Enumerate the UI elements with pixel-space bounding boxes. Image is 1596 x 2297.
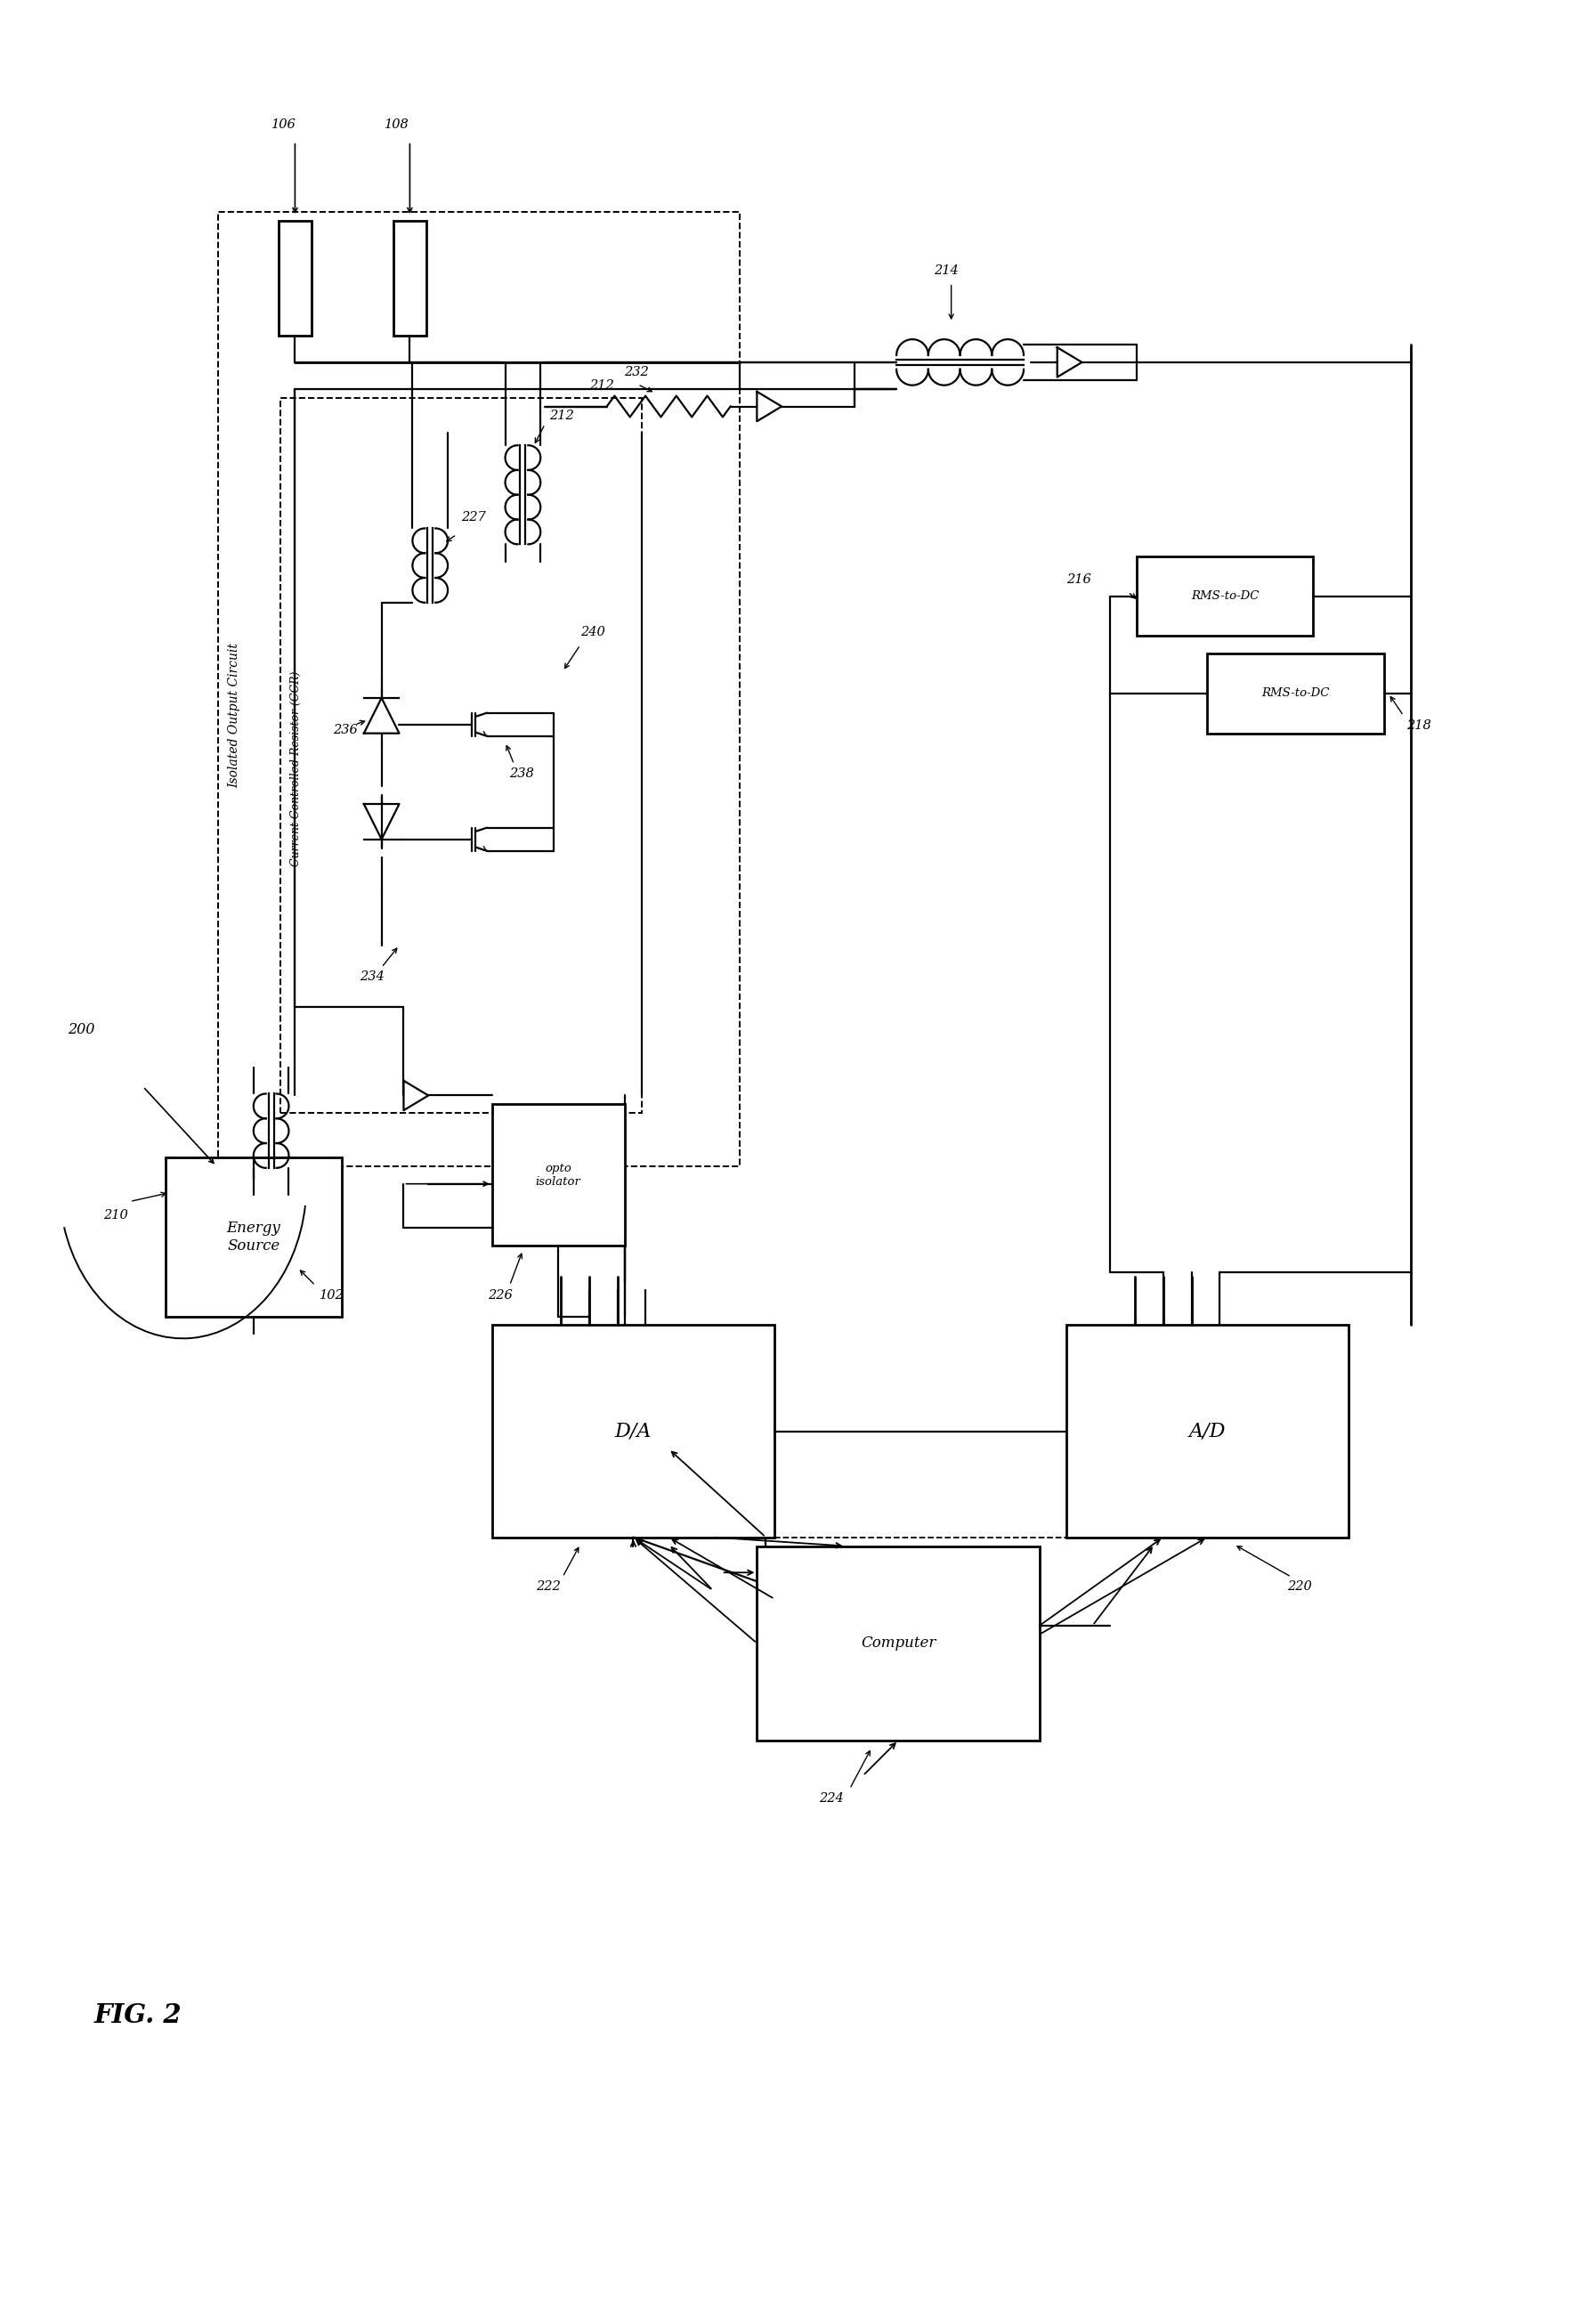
Text: 240: 240 [581,627,605,639]
Text: RMS-to-DC: RMS-to-DC [1191,590,1259,602]
Text: 108: 108 [385,119,409,131]
Text: 216: 216 [1066,574,1090,586]
Text: 222: 222 [536,1580,560,1592]
Bar [492,1325,774,1537]
Text: opto
isolator: opto isolator [536,1162,581,1188]
Bar [1136,556,1314,636]
Text: 210: 210 [104,1211,128,1222]
Text: 200: 200 [69,1022,96,1038]
Bar [757,1546,1039,1741]
Bar [1066,1325,1349,1537]
Text: RMS-to-DC: RMS-to-DC [1262,687,1329,698]
Text: 218: 218 [1406,719,1430,730]
Bar [393,221,426,335]
Text: 212: 212 [549,409,575,423]
Text: 212: 212 [589,379,614,390]
Text: 214: 214 [934,264,958,276]
Text: Isolated Output Circuit: Isolated Output Circuit [228,643,241,788]
Text: Energy
Source: Energy Source [227,1220,281,1254]
Text: 220: 220 [1286,1580,1312,1592]
Text: 234: 234 [359,972,385,983]
Text: D/A: D/A [614,1422,651,1440]
Text: FIG. 2: FIG. 2 [94,2003,182,2028]
Text: 226: 226 [487,1289,512,1302]
Text: 232: 232 [624,365,650,379]
Text: 224: 224 [819,1792,843,1805]
Bar [278,221,311,335]
Bar [279,397,642,1114]
Bar [164,1158,342,1316]
Bar [219,211,739,1167]
Text: A/D: A/D [1189,1422,1226,1440]
Text: 227: 227 [461,512,485,524]
Text: 236: 236 [334,724,358,735]
Bar [492,1105,624,1245]
Text: 106: 106 [271,119,295,131]
Bar [1208,655,1384,733]
Text: 102: 102 [319,1289,345,1302]
Text: Computer: Computer [860,1635,935,1652]
Text: 238: 238 [509,767,535,781]
Text: Current Controlled Resistor (CCR): Current Controlled Resistor (CCR) [290,671,302,866]
